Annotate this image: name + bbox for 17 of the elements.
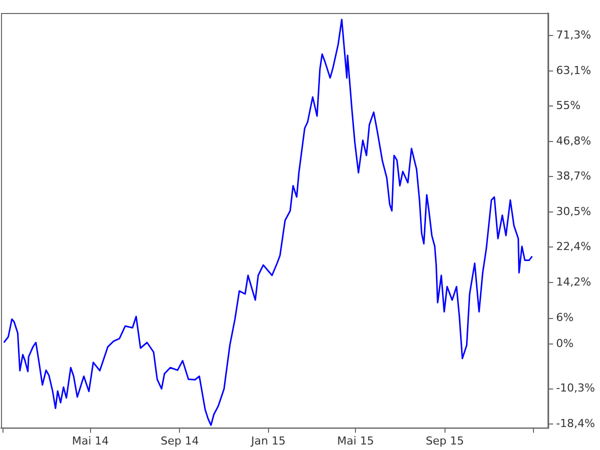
y-tick-label: 63,1% [556, 64, 592, 77]
y-tick-label: 71,3% [556, 28, 592, 42]
x-tick-label: Jan 15 [250, 434, 286, 448]
y-tick-label: -18,4% [556, 416, 596, 430]
y-tick-label: 38,7% [556, 170, 592, 183]
x-tick-label: Mai 15 [337, 434, 374, 448]
x-tick-label: Sep 14 [160, 434, 199, 448]
y-tick-label: 0% [556, 337, 574, 350]
y-tick-label: 30,5% [556, 205, 592, 218]
y-tick-label: 6% [556, 311, 574, 324]
x-tick-label: Mai 14 [72, 434, 109, 448]
y-tick-label: 46,8% [556, 134, 592, 148]
y-tick-label: 55% [556, 98, 581, 112]
y-tick-label: 22,4% [556, 240, 592, 254]
y-tick-label: 14,2% [556, 276, 592, 289]
x-tick-label: Sep 15 [426, 434, 464, 448]
y-tick-label: -10,3% [556, 382, 596, 395]
